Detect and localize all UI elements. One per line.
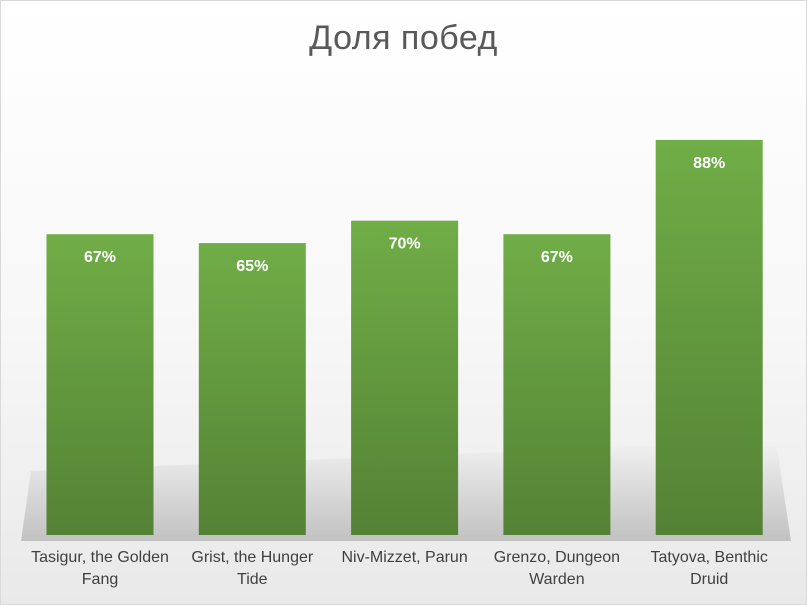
bar-value-label-2: 65% [236,258,268,275]
bar-value-label-3: 70% [389,236,421,253]
bar-2[interactable] [198,243,306,535]
value-labels-group: 67% 65% 70% 67% 88% [84,155,725,275]
bar-value-label-5: 88% [693,155,725,172]
category-label-3: Niv-Mizzet, Parun [341,549,468,566]
category-label-5: Tatyova, Benthic Druid [650,549,768,588]
bar-4[interactable] [503,234,611,535]
category-label-1: Tasigur, the Golden Fang [31,549,169,588]
bar-3[interactable] [351,220,459,535]
bars-group [46,139,763,535]
bar-value-label-4: 67% [541,249,573,266]
category-label-4: Grenzo, Dungeon Warden [493,549,621,588]
bar-value-label-1: 67% [84,249,116,266]
bar-1[interactable] [46,234,154,535]
chart-title: Доля побед [309,19,498,57]
category-label-2: Grist, the Hunger Tide [191,549,314,588]
bar-5[interactable] [655,139,763,535]
